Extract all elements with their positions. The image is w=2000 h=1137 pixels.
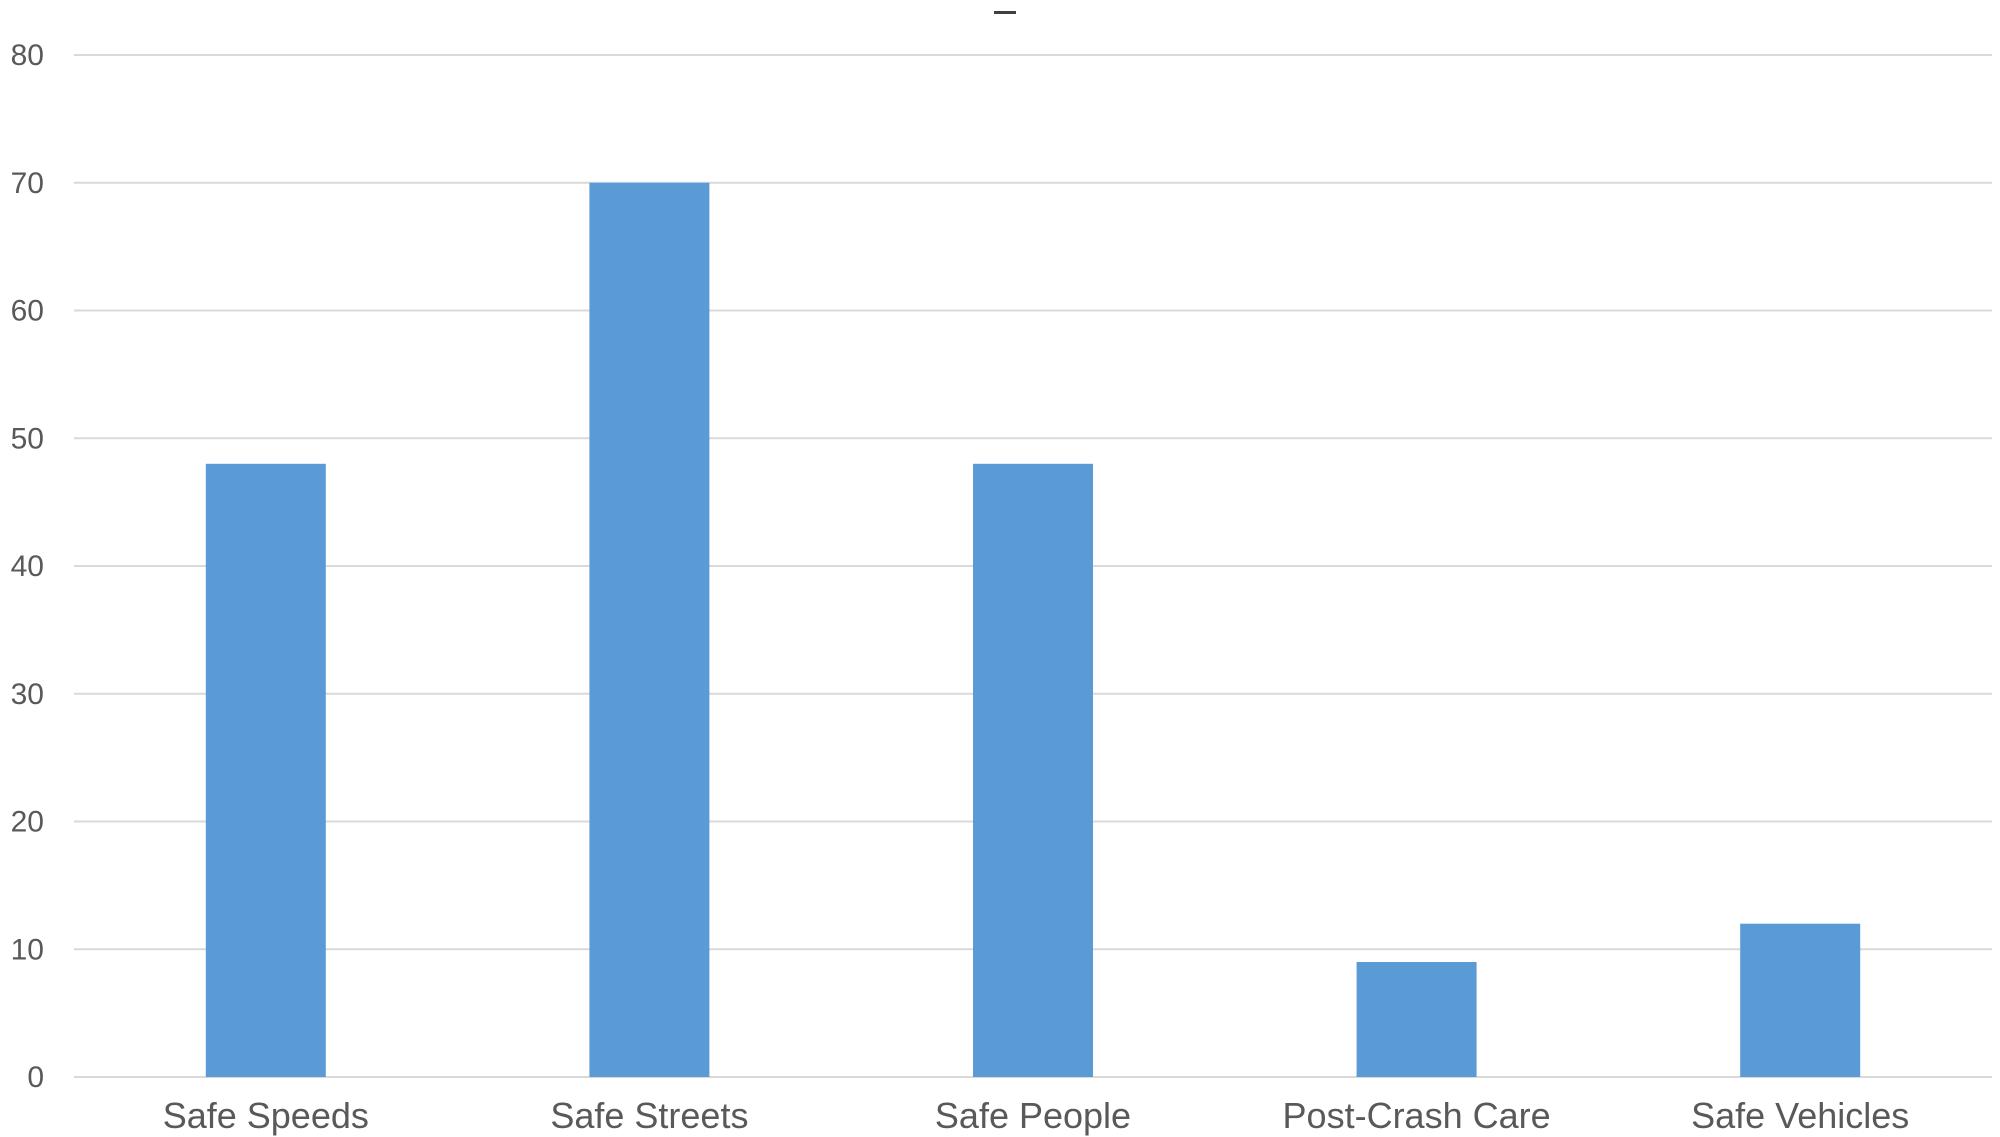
y-tick-label: 0 [27, 1061, 44, 1094]
bar-safe-people [973, 463, 1093, 1077]
bar-post-crash-care [1356, 962, 1477, 1077]
bar-safe-vehicles [1740, 923, 1861, 1077]
x-category-label: Post-Crash Care [1283, 1095, 1551, 1136]
y-tick-label: 10 [11, 933, 44, 966]
y-tick-label: 50 [11, 422, 44, 455]
x-category-label: Safe Speeds [163, 1095, 369, 1136]
y-tick-label: 60 [11, 295, 44, 328]
y-tick-label: 30 [11, 678, 44, 711]
y-tick-label: 80 [11, 39, 44, 72]
x-category-label: Safe Vehicles [1691, 1095, 1909, 1136]
x-category-label: Safe Streets [550, 1095, 748, 1136]
y-axis-tick-labels: 0 10 20 30 40 50 60 70 80 [11, 39, 44, 1094]
title-mark [994, 11, 1016, 14]
bars [205, 182, 1861, 1077]
bar-safe-speeds [205, 463, 326, 1077]
x-category-label: Safe People [935, 1095, 1131, 1136]
x-axis-category-labels: Safe Speeds Safe Streets Safe People Post-C… [163, 1095, 1910, 1136]
bar-safe-streets [589, 182, 710, 1077]
y-tick-label: 70 [11, 167, 44, 200]
y-tick-label: 20 [11, 806, 44, 839]
y-tick-label: 40 [11, 550, 44, 583]
